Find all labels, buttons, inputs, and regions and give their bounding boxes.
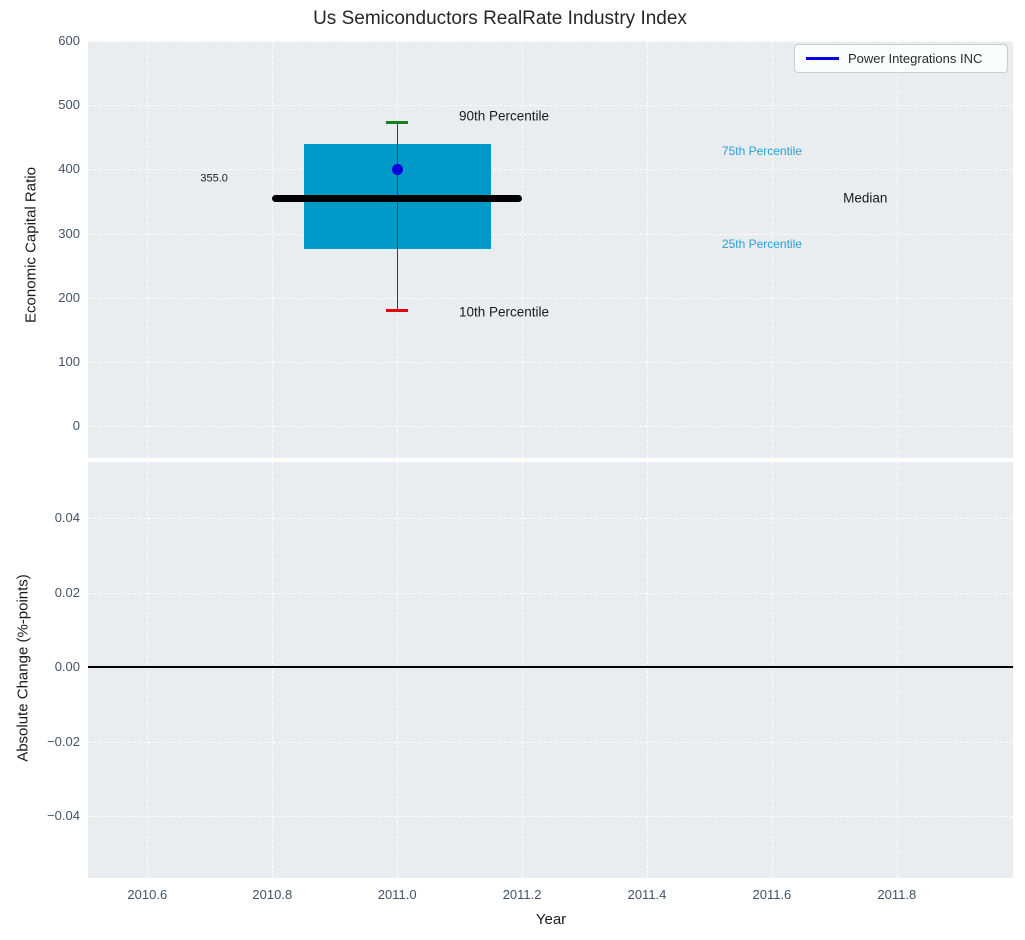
gridline-vertical [647,462,648,878]
plot-area-bottom [88,462,1013,878]
gridline-vertical [522,462,524,878]
gridline-vertical [896,462,898,878]
gridline-horizontal [88,592,1013,594]
gridline-vertical [522,41,524,458]
y-tick-label: 0.00 [54,659,80,675]
gridline-vertical [771,462,773,878]
gridline-vertical [896,41,898,458]
gridline-vertical [647,41,648,458]
legend: Power Integrations INC [794,44,1008,73]
gridline-vertical [147,41,149,458]
zero-line [88,666,1013,669]
gridline-horizontal [88,41,1013,42]
annotation-75th-percentile: 75th Percentile [721,143,802,158]
median-line [272,194,523,202]
legend-label: Power Integrations INC [848,51,983,66]
x-tick-label: 2010.8 [252,887,293,902]
gridline-horizontal [88,425,1013,427]
gridline-horizontal [88,518,1013,520]
annotation-355-0: 355.0 [200,172,228,185]
gridline-vertical [147,462,149,878]
x-tick-label: 2011.6 [752,887,792,902]
x-tick-label: 2011.2 [502,887,542,902]
y-tick-label: 100 [58,353,80,369]
plot-area-top: 355.0 90th Percentile 75th Percentile Media… [88,41,1013,458]
annotation-median: Median [843,189,888,205]
gridline-horizontal [88,741,1013,743]
y-tick-label: 0.04 [54,510,80,526]
gridline-horizontal [88,233,1013,235]
y-tick-label: 400 [58,161,80,177]
gridline-vertical [272,462,274,878]
gridline-horizontal [88,361,1013,363]
annotation-10th-percentile: 10th Percentile [459,303,550,319]
annotation-90th-percentile: 90th Percentile [459,108,550,124]
gridline-vertical [272,41,274,458]
y-tick-label: 500 [58,97,80,113]
chart-title: Us Semiconductors RealRate Industry Inde… [313,8,687,29]
x-tick-label: 2010.6 [127,887,168,902]
x-tick-label: 2011.8 [877,887,917,902]
gridline-horizontal [88,105,1013,107]
x-tick-label: 2011.0 [377,887,417,902]
y-tick-label: 300 [58,225,80,241]
x-axis-label: Year [535,911,567,928]
annotation-25th-percentile: 25th Percentile [721,236,802,251]
whisker-cap-10th [385,309,409,312]
whisker-cap-90th [385,121,409,124]
gridline-vertical [397,462,399,878]
y-tick-label: −0.04 [47,808,80,824]
y-tick-label: 600 [58,33,80,48]
y-tick-label: 200 [58,289,80,305]
whisker-line [397,122,399,311]
gridline-vertical [771,41,773,458]
legend-line-sample [806,57,839,60]
y-tick-label: −0.02 [47,733,80,749]
company-point [391,163,403,175]
gridline-horizontal [88,816,1013,818]
gridline-horizontal [88,297,1013,299]
y-tick-label: 0.02 [54,584,80,600]
y-tick-label: 0 [72,417,80,433]
x-tick-label: 2011.4 [627,887,667,902]
gridline-horizontal [88,169,1013,171]
